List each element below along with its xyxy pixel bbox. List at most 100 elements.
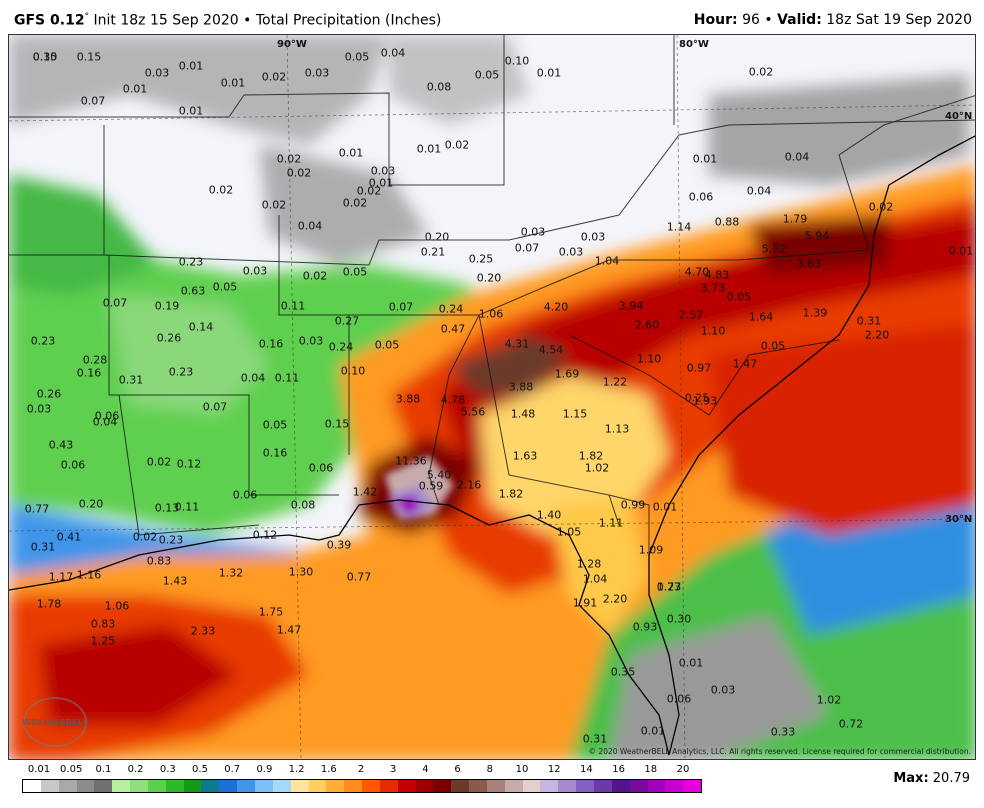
precip-value: 0.04 — [784, 150, 810, 164]
legend-swatch — [647, 780, 666, 792]
precip-value: 0.16 — [262, 446, 288, 460]
separator: • — [243, 12, 252, 29]
precip-value: 1.04 — [594, 254, 620, 268]
precip-value: 1.64 — [748, 310, 774, 324]
precip-value: 3.88 — [508, 380, 534, 394]
precip-value: 0.03 — [304, 66, 330, 80]
precip-value: 0.03 — [370, 164, 396, 178]
legend-swatch — [219, 780, 238, 792]
precip-value: 1.04 — [582, 572, 608, 586]
legend-swatch — [469, 780, 487, 792]
precip-value: 0.21 — [420, 245, 446, 259]
precip-value: 0.83 — [90, 617, 116, 631]
legend-swatch — [522, 780, 541, 792]
precip-value: 1.11 — [598, 516, 624, 530]
legend-swatch — [147, 780, 166, 792]
precip-value: 0.03 — [710, 683, 736, 697]
precip-value: 0.01 — [178, 104, 204, 118]
precip-value: 0.97 — [686, 361, 712, 375]
legend-label: 3 — [390, 764, 397, 775]
map-header: GFS 0.12° Init 18z 15 Sep 2020 • Total P… — [0, 0, 984, 34]
precip-value: 0.01 — [640, 724, 666, 738]
precip-value: 1.16 — [76, 568, 102, 582]
precip-value: 0.19 — [154, 299, 180, 313]
legend-swatch — [308, 780, 327, 792]
precip-value: 2.20 — [864, 328, 890, 342]
precip-value: 0.05 — [474, 68, 500, 82]
precip-value: 0.31 — [582, 732, 608, 746]
precip-value: 1.28 — [576, 557, 602, 571]
legend-swatch — [272, 780, 291, 792]
legend-swatch — [23, 780, 41, 792]
precip-value: 0.23 — [158, 533, 184, 547]
precip-value: 1.47 — [276, 623, 302, 637]
precip-value: 0.02 — [302, 269, 328, 283]
precip-value: 1.15 — [562, 407, 588, 421]
lon-80-label: 80°W — [679, 39, 709, 50]
precip-value: 0.02 — [276, 152, 302, 166]
legend-swatch — [558, 780, 577, 792]
precip-value: 0.47 — [440, 322, 466, 336]
precip-value: 0.01 — [368, 176, 394, 190]
precip-value: 1.93 — [692, 394, 718, 408]
precip-value: 0.02 — [208, 183, 234, 197]
precip-value: 0.25 — [468, 252, 494, 266]
precip-value: 0.02 — [356, 184, 382, 198]
precip-value: 0.05 — [726, 290, 752, 304]
precip-value: 0.05 — [344, 50, 370, 64]
precip-value: 1.79 — [782, 212, 808, 226]
precip-value: 0.03 — [580, 230, 606, 244]
precip-value: 0.77 — [346, 570, 372, 584]
precip-value: 1.02 — [584, 461, 610, 475]
precip-value: 1.40 — [536, 508, 562, 522]
precip-value: 1.30 — [288, 565, 314, 579]
precip-value: 1.69 — [554, 367, 580, 381]
precip-value: 1.32 — [218, 566, 244, 580]
precip-value: 0.43 — [48, 438, 74, 452]
weatherbell-logo: WEATHERBELL — [22, 697, 88, 747]
legend-swatch — [504, 780, 523, 792]
legend-swatch — [201, 780, 220, 792]
precip-value: 0.15 — [324, 417, 350, 431]
precip-value: 1.02 — [816, 693, 842, 707]
precip-value: 0.03 — [558, 245, 584, 259]
precip-value: 5.56 — [460, 405, 486, 419]
product-title: Total Precipitation (Inches) — [255, 12, 442, 29]
legend-swatch — [326, 780, 345, 792]
precip-value: 4.83 — [704, 268, 730, 282]
precip-value: 0.20 — [476, 271, 502, 285]
legend-label: 4 — [422, 764, 429, 775]
precip-value: 0.02 — [261, 198, 287, 212]
precip-value: 1.78 — [36, 597, 62, 611]
precip-value: 0.01 — [178, 59, 204, 73]
precip-value: 0.08 — [426, 80, 452, 94]
precip-field — [9, 35, 975, 759]
precip-value: 0.01 — [416, 142, 442, 156]
precip-value: 0.41 — [56, 530, 82, 544]
precip-value: 1.77 — [656, 580, 682, 594]
precip-value: 1.43 — [162, 574, 188, 588]
legend-label: 0.9 — [256, 764, 273, 775]
precip-value: 0.33 — [770, 725, 796, 739]
precip-value: 3.63 — [796, 257, 822, 271]
legend-swatch — [94, 780, 113, 792]
precip-value: 0.83 — [146, 554, 172, 568]
precip-value: 0.03 — [520, 225, 546, 239]
legend-swatch — [433, 780, 452, 792]
precip-value: 0.23 — [178, 255, 204, 269]
precip-value: 0.30 — [32, 50, 58, 64]
precip-value: 1.63 — [512, 449, 538, 463]
precip-value: 0.06 — [666, 692, 692, 706]
precip-value: 0.05 — [212, 280, 238, 294]
precip-value: 1.25 — [90, 634, 116, 648]
precip-value: 1.10 — [636, 352, 662, 366]
precip-value: 0.72 — [838, 717, 864, 731]
precip-value: 0.11 — [280, 299, 306, 313]
precip-value: 0.59 — [418, 479, 444, 493]
header-right: Hour: 96 • Valid: 18z Sat 19 Sep 2020 — [694, 12, 972, 28]
legend-swatch — [165, 780, 184, 792]
precip-value: 1.14 — [666, 220, 692, 234]
init-time: Init 18z 15 Sep 2020 — [93, 12, 239, 29]
precip-value: 0.07 — [202, 400, 228, 414]
precip-value: 0.01 — [338, 146, 364, 160]
